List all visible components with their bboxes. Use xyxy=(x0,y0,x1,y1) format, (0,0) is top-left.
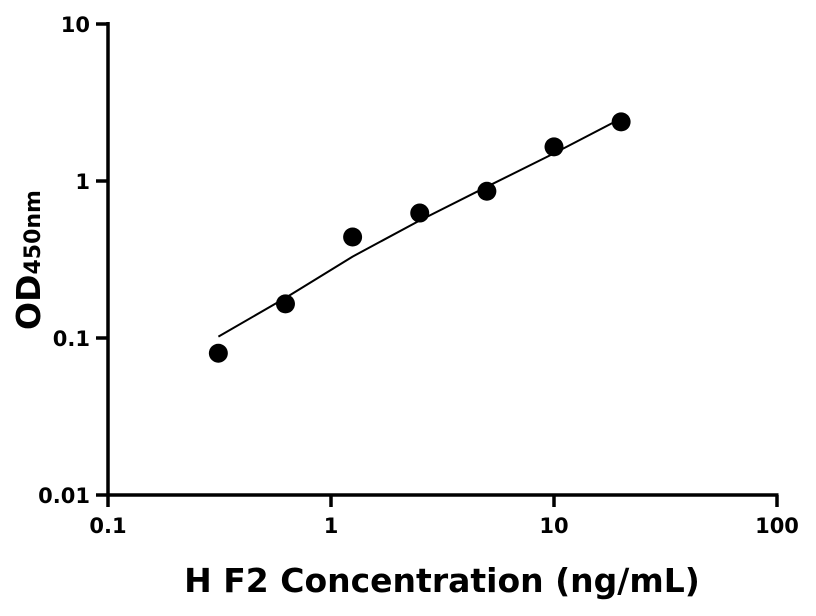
data-point xyxy=(208,343,228,363)
y-axis-label: OD450nm xyxy=(9,190,48,330)
y-tick-label: 0.1 xyxy=(53,327,90,351)
data-point xyxy=(544,137,564,157)
y-axis-label-main: OD xyxy=(9,275,48,330)
data-point xyxy=(477,181,497,201)
y-tick-label: 10 xyxy=(61,13,90,37)
data-point xyxy=(275,294,295,314)
x-tick-label: 10 xyxy=(539,514,568,538)
data-points-layer xyxy=(208,112,631,363)
data-point xyxy=(410,203,430,223)
y-tick-label: 0.01 xyxy=(38,484,90,508)
y-axis-label-subscript: 450nm xyxy=(21,190,46,275)
data-point xyxy=(343,227,363,247)
x-tick-label: 1 xyxy=(324,514,339,538)
x-tick-label: 0.1 xyxy=(89,514,126,538)
x-tick-label: 100 xyxy=(755,514,799,538)
axes: 0.1 1 10 100 0.01 0.1 1 10 xyxy=(38,13,799,538)
y-tick-label: 1 xyxy=(75,170,90,194)
x-axis-label: H F2 Concentration (ng/mL) xyxy=(184,561,700,600)
data-point xyxy=(611,112,631,132)
